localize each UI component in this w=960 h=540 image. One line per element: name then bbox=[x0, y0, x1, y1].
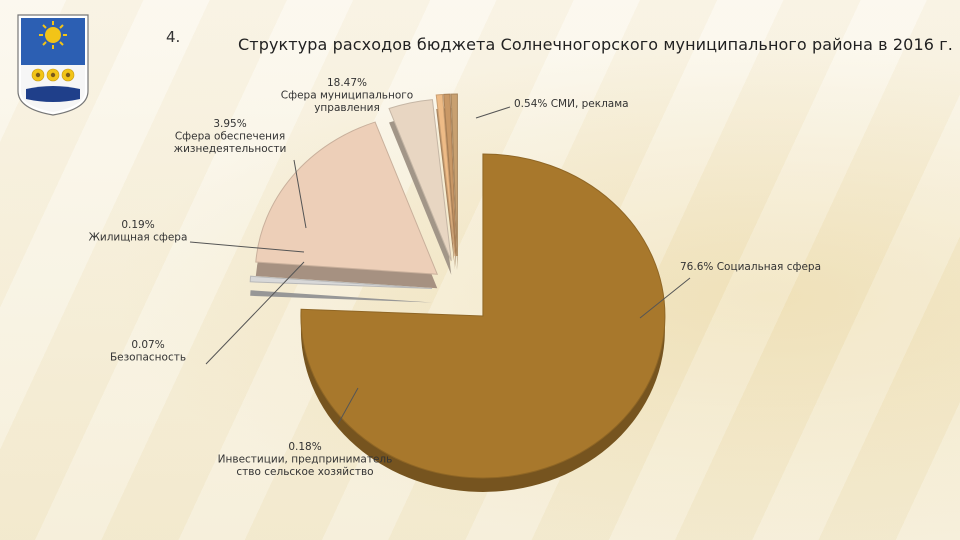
leader-line-smi bbox=[475, 106, 511, 119]
emblem-icon bbox=[17, 14, 89, 116]
data-label-housing-1: Жилищная сфера bbox=[89, 232, 188, 244]
data-label-life_support-2: жизнедеятельности bbox=[174, 143, 287, 155]
leader-line-social bbox=[639, 277, 691, 319]
data-label-investments-1: Инвестиции, предприниматель bbox=[218, 454, 393, 466]
pie-slice-side-housing bbox=[436, 108, 456, 271]
data-label-life_support-0: 3.95% bbox=[213, 118, 246, 130]
pie-slice-management bbox=[255, 121, 439, 275]
sun-icon bbox=[39, 21, 67, 49]
pie-slice-side-smi bbox=[250, 290, 433, 303]
pie-slice-security bbox=[443, 93, 457, 257]
pie-slice-investments bbox=[450, 93, 458, 257]
leader-line-investments bbox=[337, 387, 359, 425]
data-label-security-0: 0.07% bbox=[131, 339, 164, 351]
slide-number: 4. bbox=[166, 28, 181, 46]
pie-slice-social bbox=[300, 153, 666, 479]
data-label-management-2: управления bbox=[314, 102, 380, 114]
pie-slice-life_support bbox=[388, 99, 452, 261]
data-label-security-1: Безопасность bbox=[110, 352, 186, 364]
data-label-management-0: 18.47% bbox=[327, 77, 367, 89]
leader-line-housing bbox=[189, 241, 305, 253]
pie-slice-smi bbox=[249, 275, 433, 289]
data-label-investments-2: ство сельское хозяйство bbox=[236, 466, 373, 478]
leader-line-life_support bbox=[293, 159, 307, 229]
data-label-management-1: Сфера муниципального bbox=[281, 90, 413, 102]
chart-title: Структура расходов бюджета Солнечногорск… bbox=[238, 35, 953, 54]
data-label-investments-0: 0.18% bbox=[288, 441, 321, 453]
data-label-life_support-1: Сфера обеспечения bbox=[175, 131, 285, 143]
data-label-housing-0: 0.19% bbox=[121, 219, 154, 231]
data-label-social-0: 76.6% Социальная сфера bbox=[680, 261, 821, 273]
pie-slice-housing bbox=[435, 93, 456, 257]
data-label-smi-0: 0.54% СМИ, реклама bbox=[514, 98, 629, 110]
leader-line-security bbox=[205, 261, 305, 365]
